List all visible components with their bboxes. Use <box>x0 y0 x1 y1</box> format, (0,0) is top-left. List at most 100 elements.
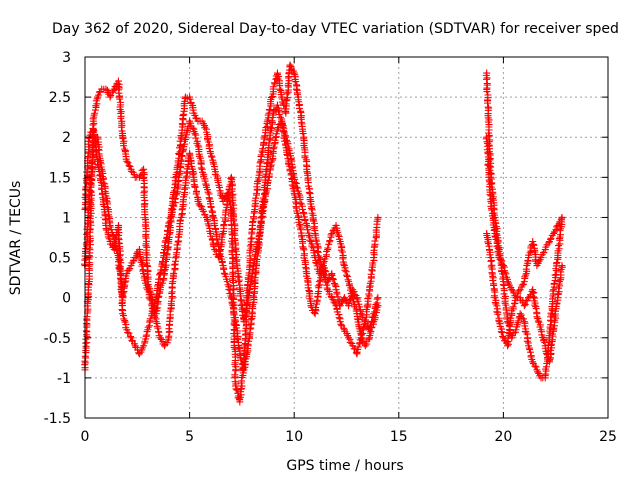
data-point <box>264 176 272 184</box>
data-point <box>143 328 151 336</box>
data-point <box>292 183 300 191</box>
data-point <box>227 175 235 183</box>
data-point <box>119 289 127 297</box>
data-point <box>321 267 329 275</box>
data-point <box>374 213 382 221</box>
data-point <box>258 207 266 215</box>
data-point <box>125 162 133 170</box>
data-point <box>229 302 237 310</box>
data-point <box>254 177 262 185</box>
axis-ticks <box>84 56 609 419</box>
data-point <box>172 191 180 199</box>
data-point <box>225 285 233 293</box>
data-point <box>186 95 194 103</box>
y-tick-label: 3 <box>62 50 71 66</box>
data-point <box>311 254 319 262</box>
data-point <box>179 112 187 120</box>
data-point <box>489 276 497 284</box>
data-point <box>521 300 529 308</box>
data-point <box>110 238 118 246</box>
data-point <box>230 285 238 293</box>
data-point <box>483 88 491 96</box>
data-point <box>109 88 117 96</box>
data-point <box>166 214 174 222</box>
data-point <box>105 90 113 98</box>
data-point <box>251 251 259 259</box>
plot-frame <box>84 56 609 419</box>
data-point <box>292 85 300 93</box>
data-point <box>275 110 283 118</box>
data-point <box>286 61 294 69</box>
data-point <box>343 272 351 280</box>
data-point <box>113 246 121 254</box>
data-point <box>154 324 162 332</box>
data-point <box>345 334 353 342</box>
y-tick-label: 0 <box>62 291 71 307</box>
data-point <box>537 254 545 262</box>
data-point <box>274 75 282 83</box>
data-point <box>265 170 273 178</box>
data-point <box>358 335 366 343</box>
data-point <box>218 258 226 266</box>
data-point <box>530 241 538 249</box>
data-point <box>366 283 374 291</box>
data-point <box>91 109 99 117</box>
data-point <box>164 226 172 234</box>
data-point <box>125 329 133 337</box>
data-point <box>171 194 179 202</box>
data-point <box>167 297 175 305</box>
y-tick-label: 2.5 <box>49 90 71 106</box>
data-point <box>330 280 338 288</box>
data-point <box>110 232 118 240</box>
data-point <box>314 247 322 255</box>
data-point <box>550 229 558 237</box>
data-point <box>106 93 114 101</box>
data-point <box>303 168 311 176</box>
data-point <box>139 260 147 268</box>
data-point <box>484 238 492 246</box>
data-point <box>120 315 128 323</box>
data-point <box>138 262 146 270</box>
data-point <box>334 231 342 239</box>
data-point <box>490 292 498 300</box>
data-point <box>305 188 313 196</box>
data-point <box>499 262 507 270</box>
data-point <box>170 261 178 269</box>
data-point <box>196 202 204 210</box>
data-point <box>361 342 369 350</box>
data-point <box>144 323 152 331</box>
data-point <box>234 272 242 280</box>
data-point <box>201 124 209 132</box>
data-point <box>350 288 358 296</box>
data-point <box>204 188 212 196</box>
data-point <box>526 292 534 300</box>
data-point <box>531 362 539 370</box>
data-point <box>159 257 167 265</box>
data-point <box>160 267 168 275</box>
data-point <box>484 99 492 107</box>
data-point <box>192 134 200 142</box>
data-point <box>528 287 536 295</box>
data-point <box>352 349 360 357</box>
data-point <box>553 299 561 307</box>
data-point <box>215 183 223 191</box>
data-point <box>541 344 549 352</box>
data-point <box>287 156 295 164</box>
data-point <box>125 266 133 274</box>
data-point <box>175 171 183 179</box>
data-point <box>220 221 228 229</box>
data-point <box>178 206 186 214</box>
data-point <box>151 313 159 321</box>
data-point <box>273 125 281 133</box>
data-point <box>220 265 228 273</box>
data-point <box>235 343 243 351</box>
data-point <box>501 268 509 276</box>
data-point <box>354 343 362 351</box>
data-point <box>182 174 190 182</box>
data-point <box>374 294 382 302</box>
data-point <box>363 302 371 310</box>
data-point <box>550 279 558 287</box>
data-point <box>260 135 268 143</box>
x-tick-label: 0 <box>81 429 90 445</box>
data-point <box>237 356 245 364</box>
